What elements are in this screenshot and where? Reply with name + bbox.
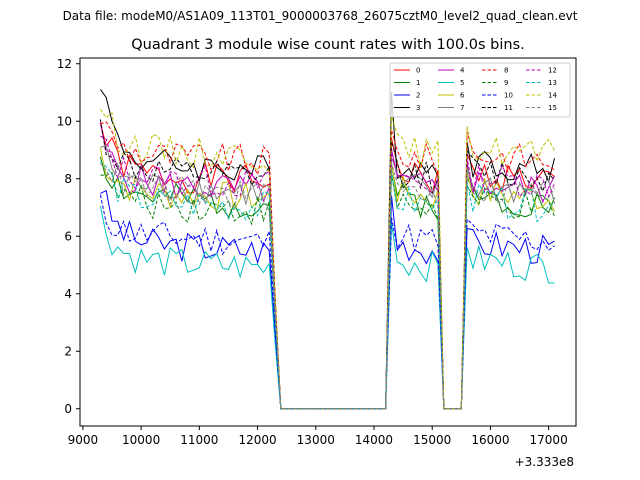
- series-line-5: [99, 206, 555, 410]
- plot-frame: [79, 57, 577, 427]
- legend-label-8: 8: [504, 67, 508, 75]
- series-line-4: [99, 123, 555, 410]
- x-tick-label: 10000: [122, 433, 160, 447]
- series-layer: [99, 89, 555, 410]
- x-tick-label: 9000: [68, 433, 99, 447]
- legend-label-4: 4: [460, 67, 465, 75]
- legend-label-3: 3: [416, 104, 420, 112]
- legend-label-15: 15: [548, 104, 557, 112]
- x-tick-label: 14000: [355, 433, 393, 447]
- x-tick-label: 11000: [180, 433, 218, 447]
- legend-label-10: 10: [504, 92, 513, 100]
- chart-title: Quadrant 3 module wise count rates with …: [131, 37, 525, 53]
- legend-label-0: 0: [416, 67, 420, 75]
- series-line-6: [99, 147, 555, 410]
- legend-label-12: 12: [548, 67, 557, 75]
- series-line-9: [100, 171, 555, 410]
- series-line-8: [100, 121, 555, 410]
- y-axis: 0 2 4 6 8 10 12: [57, 57, 80, 416]
- series-line-10: [99, 194, 555, 410]
- x-tick-label: 13000: [297, 433, 335, 447]
- legend-label-13: 13: [548, 79, 557, 87]
- y-tick-label: 2: [64, 344, 72, 358]
- series-line-2: [100, 189, 555, 410]
- x-tick-label: 16000: [471, 433, 509, 447]
- legend-label-5: 5: [460, 79, 464, 87]
- chart-suptitle: Data file: modeM0/AS1A09_113T01_90000037…: [63, 9, 578, 23]
- series-line-3: [99, 89, 555, 410]
- legend-label-2: 2: [416, 92, 420, 100]
- legend-label-1: 1: [416, 79, 420, 87]
- legend-label-6: 6: [460, 92, 465, 100]
- y-tick-label: 12: [57, 57, 72, 71]
- legend-label-14: 14: [548, 92, 557, 100]
- y-tick-label: 6: [64, 229, 72, 243]
- x-tick-label: 12000: [238, 433, 276, 447]
- series-line-12: [100, 135, 555, 410]
- y-tick-label: 4: [64, 287, 72, 301]
- y-tick-label: 10: [57, 114, 72, 128]
- series-line-15: [100, 162, 555, 410]
- x-tick-label: 15000: [413, 433, 451, 447]
- legend-label-9: 9: [504, 79, 508, 87]
- legend-label-11: 11: [504, 104, 513, 112]
- legend-label-7: 7: [460, 104, 464, 112]
- x-offset-label: +3.333e8: [515, 455, 574, 469]
- legend-box: [389, 62, 571, 118]
- x-tick-label: 17000: [530, 433, 568, 447]
- y-tick-label: 0: [64, 402, 72, 416]
- y-tick-label: 8: [64, 172, 72, 186]
- x-axis: 9000 10000 11000 12000 13000 14000 15000 16000 1…: [68, 426, 568, 447]
